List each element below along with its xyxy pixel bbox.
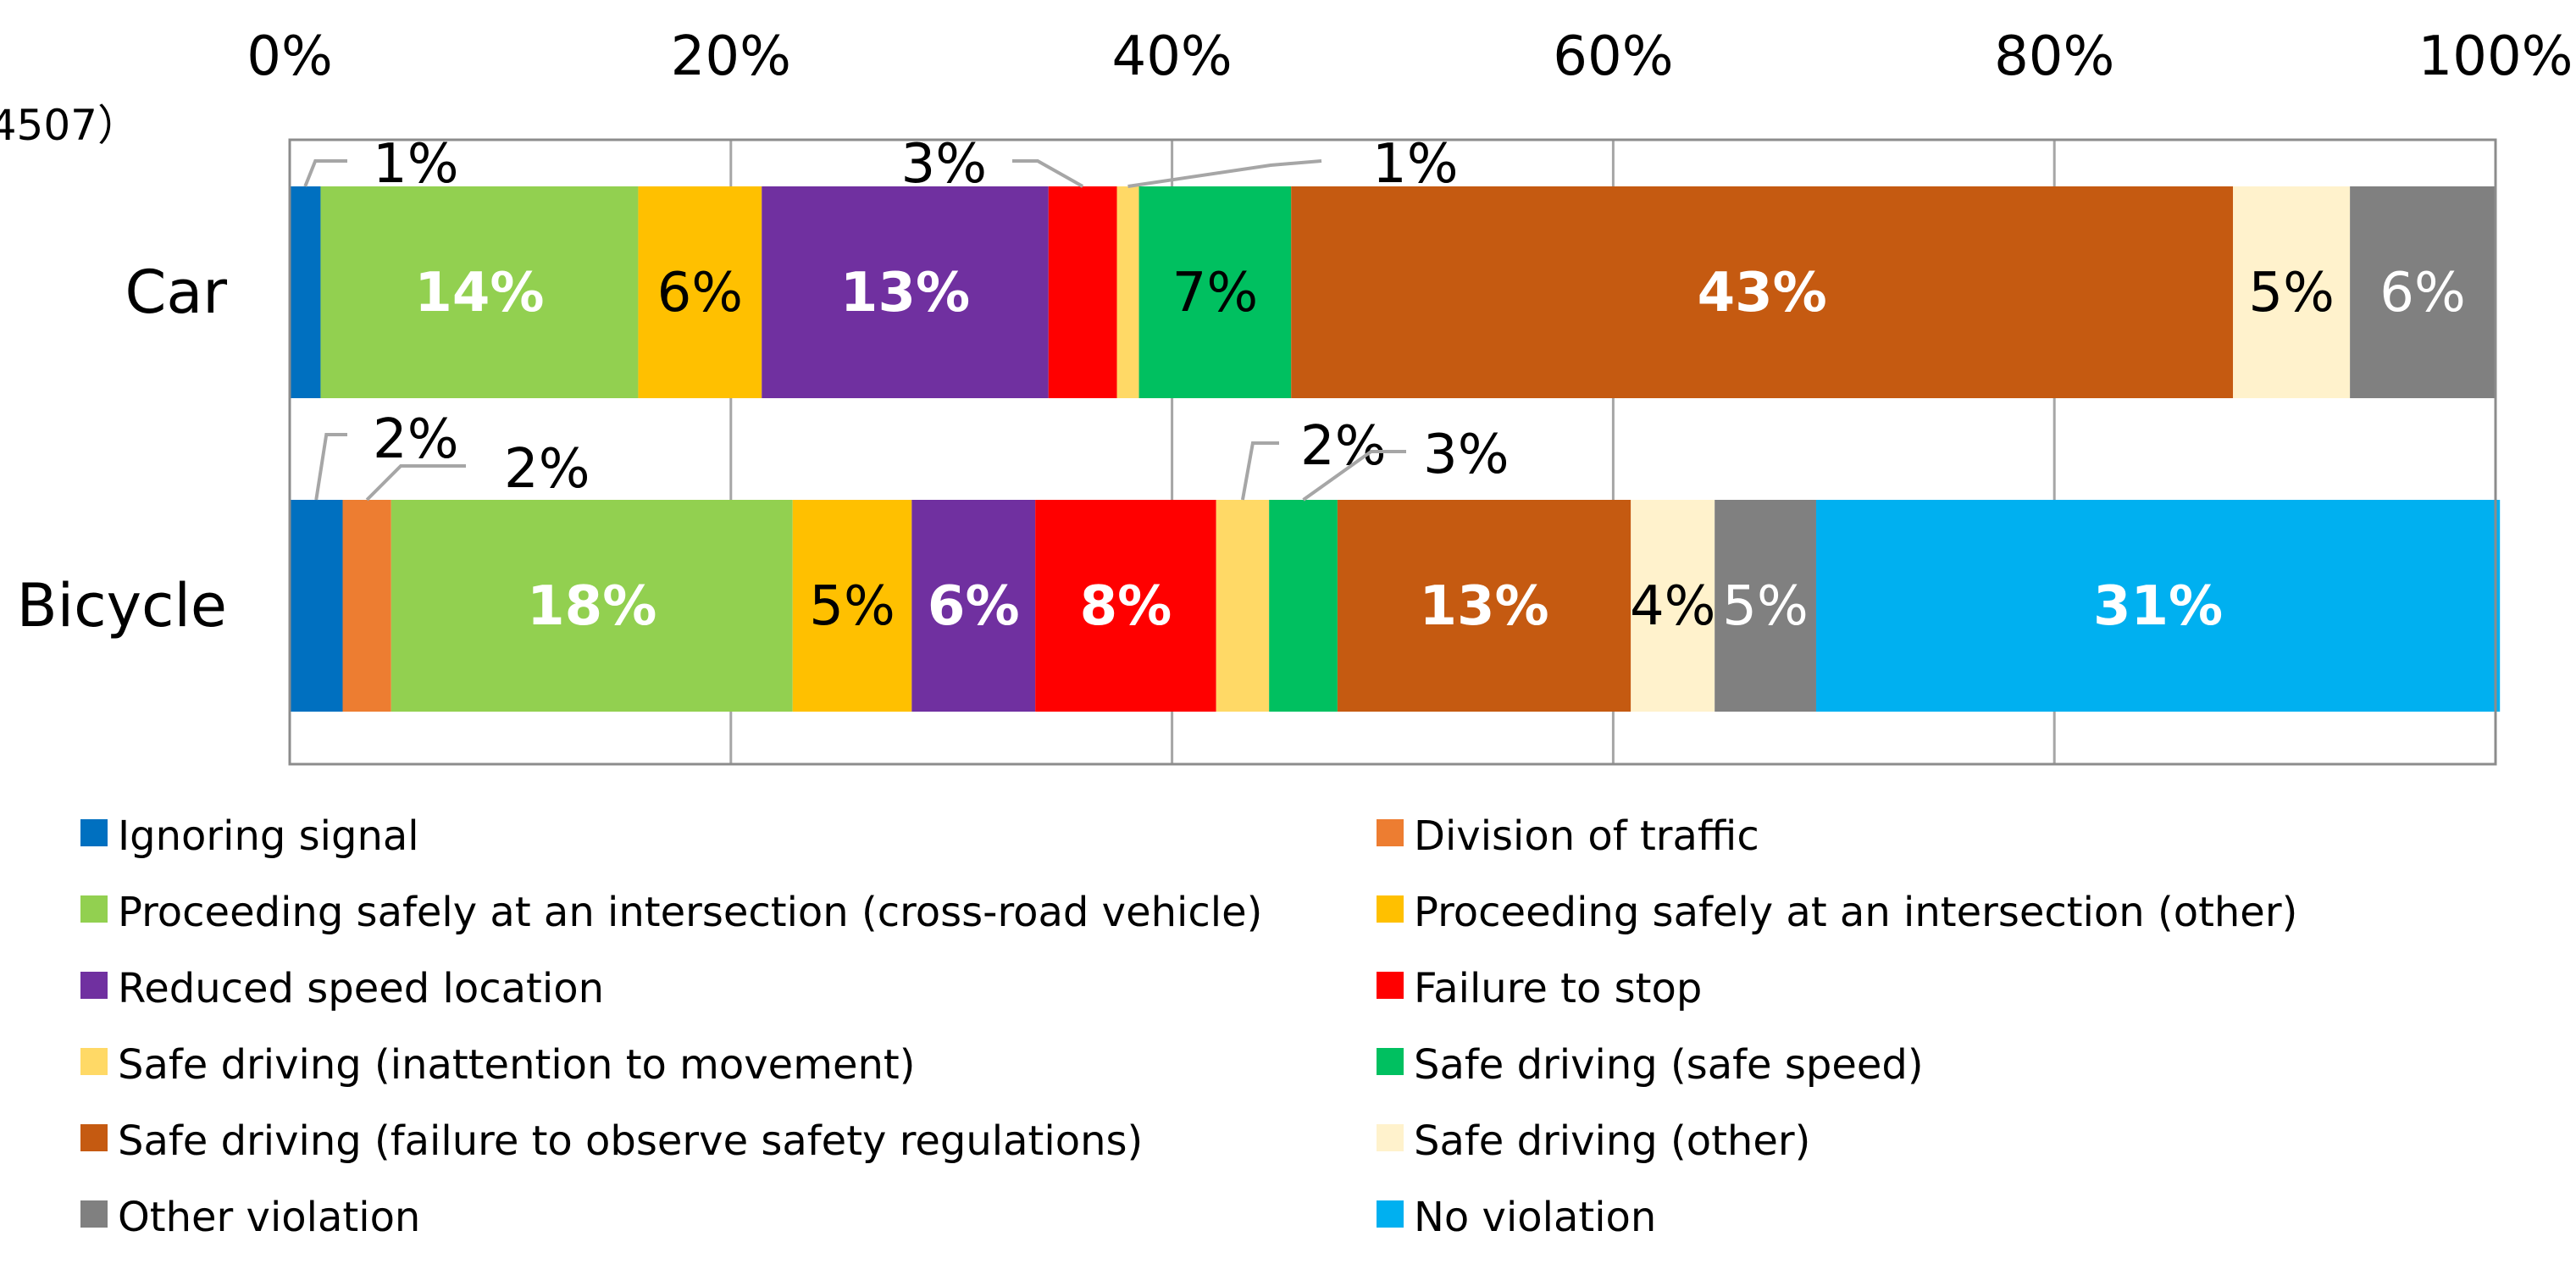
legend: Ignoring signal Division of traffic Procee… — [80, 812, 2297, 1241]
callout-leader — [1012, 159, 1084, 188]
bar-segment — [1035, 500, 1216, 712]
data-label: 2% — [1300, 415, 1387, 478]
data-label: 5% — [1722, 575, 1809, 638]
data-label: 31% — [2093, 575, 2223, 638]
bar-segment — [638, 186, 762, 398]
legend-swatch — [80, 1048, 108, 1075]
x-tick-label: 40% — [1111, 25, 1232, 88]
bar-segment — [792, 500, 912, 712]
data-label: 3% — [1423, 424, 1510, 486]
data-label: 7% — [1172, 262, 1259, 324]
bar-segment — [1269, 500, 1338, 712]
callout-leader — [1302, 450, 1406, 502]
legend-swatch — [1377, 895, 1404, 923]
callout-leader — [314, 433, 347, 501]
data-label: 5% — [809, 575, 895, 638]
bar-segment — [342, 500, 391, 712]
legend-swatch — [80, 972, 108, 999]
data-label: 1% — [373, 133, 459, 196]
data-label: 13% — [1419, 575, 1548, 638]
data-label: 4% — [1630, 575, 1716, 638]
bar-segment — [1048, 186, 1117, 398]
data-label: 43% — [1698, 262, 1827, 324]
legend-swatch — [1377, 819, 1404, 846]
legend-swatch — [80, 895, 108, 923]
legend-swatch — [1377, 972, 1404, 999]
legend-swatch — [1377, 1200, 1404, 1228]
legend-label: Failure to stop — [1414, 965, 1702, 1012]
data-label: 1% — [1372, 133, 1459, 196]
data-label: 3% — [900, 133, 987, 196]
data-labels: 14% 6% 13% 7% 43% 5% 6%1% 3% 1%18% 5% 6% 8% 13% 4% 5% 3… — [303, 133, 2466, 638]
bar-segment — [2233, 186, 2351, 398]
category-label: Car — [125, 258, 227, 327]
data-label: 13% — [840, 262, 970, 324]
bar-segment — [762, 186, 1049, 398]
legend-label: Ignoring signal — [118, 812, 419, 860]
category-labels: Car Bicycle — [17, 258, 228, 640]
data-label: 18% — [527, 575, 656, 638]
legend-label: No violation — [1414, 1194, 1656, 1241]
x-tick-label: 80% — [1994, 25, 2114, 88]
bar-segment — [911, 500, 1036, 712]
bar-segment — [1337, 500, 1631, 712]
data-label: 2% — [504, 438, 590, 501]
legend-label: Division of traffic — [1414, 812, 1759, 860]
legend-swatch — [80, 819, 108, 846]
legend-label: Safe driving (failure to observe safety … — [118, 1117, 1143, 1165]
legend-label: Reduced speed location — [118, 965, 604, 1012]
data-label: 8% — [1080, 575, 1172, 638]
bar-segment — [391, 500, 793, 712]
callout-leader — [303, 159, 347, 187]
legend-swatch — [80, 1124, 108, 1151]
legend-swatch — [80, 1200, 108, 1228]
legend-label: Proceeding safely at an intersection (ot… — [1414, 889, 2297, 936]
x-tick-label: 100% — [2418, 25, 2573, 88]
plot-area-border — [288, 138, 2497, 766]
bars — [290, 186, 2501, 712]
legend-label: Safe driving (other) — [1414, 1117, 1810, 1165]
legend-label: Proceeding safely at an intersection (cr… — [118, 889, 1262, 936]
data-label: 6% — [928, 575, 1020, 638]
bar-segment — [320, 186, 639, 398]
callout-leader — [1127, 159, 1322, 188]
bar-segment — [2350, 186, 2496, 398]
bar-segment — [1291, 186, 2234, 398]
bar-segment — [1715, 500, 1816, 712]
x-tick-label: 60% — [1553, 25, 1673, 88]
data-label: 6% — [657, 262, 744, 324]
bar-segment — [1631, 500, 1715, 712]
x-tick-label: 0% — [247, 25, 333, 88]
bar-segment — [290, 186, 321, 398]
x-tick-label: 20% — [671, 25, 791, 88]
data-label: 2% — [373, 408, 459, 471]
bar-segment — [1216, 500, 1270, 712]
callout-leader — [365, 464, 466, 502]
callout-leader — [1240, 441, 1279, 501]
legend-swatch — [1377, 1124, 1404, 1151]
x-axis-ticks: 0% 20% 40% 60% 80% 100% — [247, 25, 2573, 88]
data-label: 14% — [414, 262, 544, 324]
bar-segment — [1116, 186, 1139, 398]
legend-label: Safe driving (safe speed) — [1414, 1041, 1924, 1089]
legend-label: Safe driving (inattention to movement) — [118, 1041, 915, 1089]
data-label: 5% — [2248, 262, 2335, 324]
sample-size-note: （N=4507） — [0, 101, 140, 150]
legend-label: Other violation — [118, 1194, 420, 1241]
legend-swatch — [1377, 1048, 1404, 1075]
bar-segment — [290, 500, 343, 712]
bar-segment — [1138, 186, 1292, 398]
data-label: 6% — [2379, 262, 2466, 324]
bar-segment — [1815, 500, 2501, 712]
category-label: Bicycle — [17, 571, 227, 640]
